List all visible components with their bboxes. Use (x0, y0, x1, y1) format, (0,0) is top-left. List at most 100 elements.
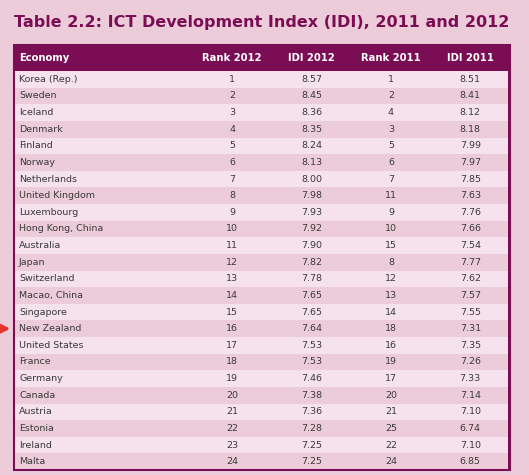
Text: 7: 7 (229, 175, 235, 183)
Text: 21: 21 (226, 408, 238, 416)
Bar (431, 71, 510, 87)
Bar (351, 204, 431, 220)
Bar (351, 137, 431, 154)
Text: 8: 8 (388, 257, 394, 266)
Text: Japan: Japan (19, 257, 45, 266)
Bar (193, 304, 272, 320)
Bar (351, 453, 431, 470)
Bar (431, 45, 510, 71)
Text: 7.92: 7.92 (301, 225, 322, 233)
Text: New Zealand: New Zealand (19, 324, 81, 333)
Text: 22: 22 (226, 424, 238, 433)
Text: 6.74: 6.74 (460, 424, 481, 433)
Text: 7: 7 (388, 175, 394, 183)
Bar (431, 121, 510, 137)
Text: 11: 11 (226, 241, 238, 250)
Bar (193, 137, 272, 154)
Text: 7.38: 7.38 (301, 390, 322, 399)
Text: Macao, China: Macao, China (19, 291, 83, 300)
Text: 7.76: 7.76 (460, 208, 481, 217)
Text: 20: 20 (385, 390, 397, 399)
Text: 4: 4 (229, 125, 235, 133)
Text: 6: 6 (388, 158, 394, 167)
Bar (193, 420, 272, 437)
Text: 8.41: 8.41 (460, 91, 481, 100)
Text: 23: 23 (226, 441, 238, 449)
Text: 15: 15 (226, 308, 238, 316)
Bar (14, 171, 193, 187)
Text: 8.24: 8.24 (301, 142, 322, 150)
Bar (272, 437, 351, 453)
Text: 7.35: 7.35 (460, 341, 481, 350)
Bar (431, 370, 510, 387)
Text: 7.62: 7.62 (460, 275, 481, 283)
Text: Hong Kong, China: Hong Kong, China (19, 225, 103, 233)
Bar (14, 304, 193, 320)
Bar (431, 304, 510, 320)
Text: 6: 6 (229, 158, 235, 167)
Bar (351, 370, 431, 387)
Bar (193, 254, 272, 270)
Text: 19: 19 (226, 374, 238, 383)
Bar (272, 171, 351, 187)
Bar (272, 320, 351, 337)
Bar (14, 87, 193, 104)
Text: Ireland: Ireland (19, 441, 52, 449)
Text: 14: 14 (226, 291, 238, 300)
Bar (14, 353, 193, 370)
Text: Singapore: Singapore (19, 308, 67, 316)
Text: 5: 5 (388, 142, 394, 150)
Text: 8.13: 8.13 (301, 158, 322, 167)
Bar (193, 171, 272, 187)
Bar (14, 370, 193, 387)
Text: 25: 25 (385, 424, 397, 433)
Text: 1: 1 (388, 75, 394, 84)
Text: 14: 14 (385, 308, 397, 316)
Bar (193, 45, 272, 71)
Bar (431, 270, 510, 287)
Text: 7.98: 7.98 (301, 191, 322, 200)
Text: 7.77: 7.77 (460, 257, 481, 266)
Text: Australia: Australia (19, 241, 61, 250)
Text: 6.85: 6.85 (460, 457, 481, 466)
Text: 5: 5 (229, 142, 235, 150)
Bar (14, 45, 510, 470)
Bar (193, 353, 272, 370)
Text: 7.90: 7.90 (301, 241, 322, 250)
Text: 8.35: 8.35 (301, 125, 322, 133)
Text: 9: 9 (229, 208, 235, 217)
Text: 10: 10 (385, 225, 397, 233)
Bar (351, 187, 431, 204)
Bar (14, 71, 193, 87)
Bar (14, 137, 193, 154)
Text: 18: 18 (385, 324, 397, 333)
Text: France: France (19, 357, 51, 366)
Bar (14, 337, 193, 353)
Text: 2: 2 (229, 91, 235, 100)
Bar (193, 187, 272, 204)
Bar (272, 104, 351, 121)
Bar (14, 121, 193, 137)
Bar (431, 320, 510, 337)
Bar (351, 387, 431, 403)
Text: 7.28: 7.28 (301, 424, 322, 433)
Text: Rank 2012: Rank 2012 (203, 53, 262, 63)
Bar (193, 337, 272, 353)
Text: 7.78: 7.78 (301, 275, 322, 283)
Bar (351, 220, 431, 237)
Text: United Kingdom: United Kingdom (19, 191, 95, 200)
Bar (193, 237, 272, 254)
Bar (14, 453, 193, 470)
Bar (14, 270, 193, 287)
Text: Estonia: Estonia (19, 424, 54, 433)
Bar (272, 220, 351, 237)
Bar (14, 403, 193, 420)
Text: Finland: Finland (19, 142, 53, 150)
Text: Norway: Norway (19, 158, 55, 167)
Text: 7.53: 7.53 (301, 357, 322, 366)
Bar (431, 403, 510, 420)
Bar (193, 370, 272, 387)
Text: Sweden: Sweden (19, 91, 57, 100)
Text: 7.82: 7.82 (301, 257, 322, 266)
Text: 17: 17 (226, 341, 238, 350)
